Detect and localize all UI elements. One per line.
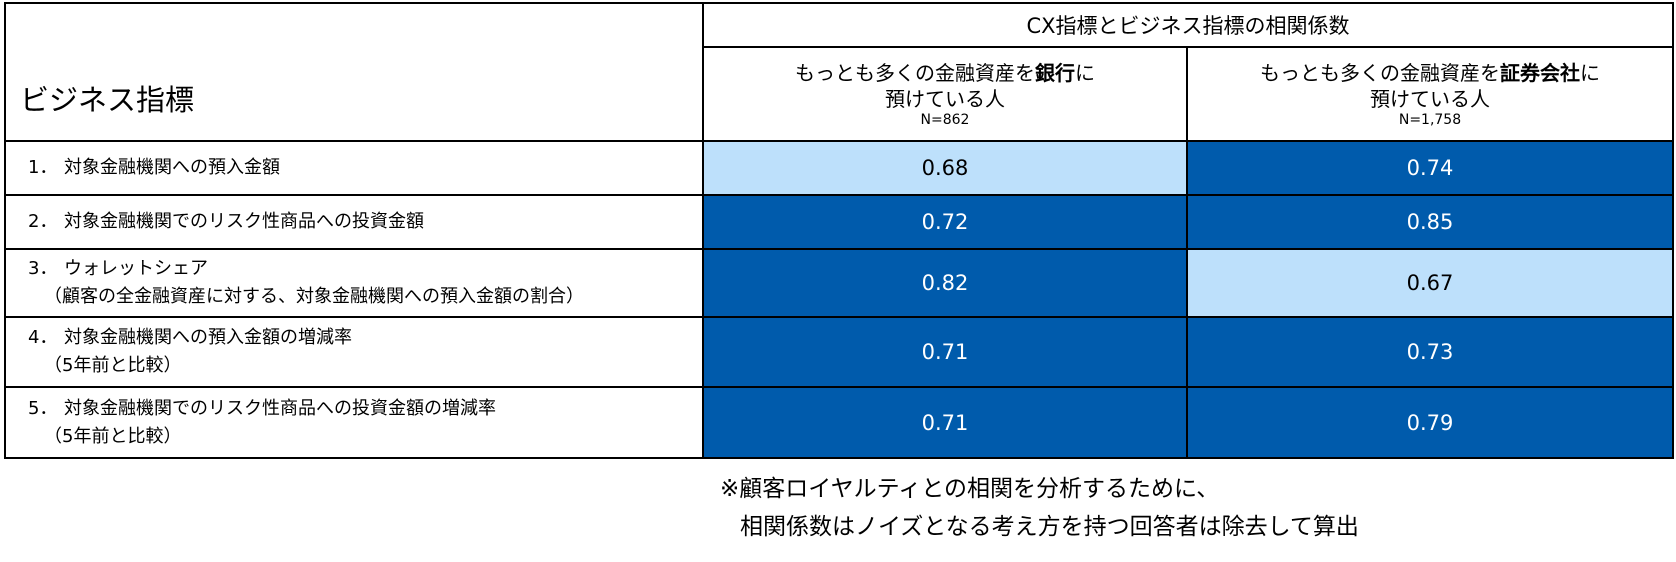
row-label-text: 対象金融機関でのリスク性商品への投資金額	[64, 211, 424, 232]
correlation-group-title: CX指標とビジネス指標の相関係数	[702, 2, 1674, 48]
securities-group-header: もっとも多くの金融資産を証券会社に 預けている人 N=1,758	[1186, 46, 1674, 142]
row-label: 4． 対象金融機関への預入金額の増減率 （5年前と比較）	[4, 316, 704, 388]
securities-value: 0.74	[1186, 140, 1674, 196]
row-number: 3．	[28, 258, 58, 279]
table-row: 2． 対象金融機関でのリスク性商品への投資金額 0.72 0.85	[4, 194, 1674, 250]
securities-value: 0.73	[1186, 316, 1674, 388]
row-label: 5． 対象金融機関でのリスク性商品への投資金額の増減率 （5年前と比較）	[4, 386, 704, 459]
row-number: 1．	[28, 157, 58, 178]
row-number: 5．	[28, 397, 58, 419]
row-label-text: 対象金融機関への預入金額	[64, 157, 280, 178]
business-indicator-header: ビジネス指標	[4, 2, 704, 142]
securities-group-suffix: に	[1580, 61, 1600, 85]
row-label: 3． ウォレットシェア （顧客の全金融資産に対する、対象金融機関への預入金額の割合…	[4, 248, 704, 318]
bank-group-bold: 銀行	[1035, 61, 1075, 85]
bank-group-suffix: に	[1075, 61, 1095, 85]
row-sublabel: （顧客の全金融資産に対する、対象金融機関への預入金額の割合）	[44, 286, 584, 307]
footnote-line-1: ※顧客ロイヤルティとの相関を分析するために、	[720, 476, 1220, 502]
bank-group-prefix: もっとも多くの金融資産を	[795, 61, 1035, 85]
row-number: 2．	[28, 211, 58, 232]
footnote: ※顧客ロイヤルティとの相関を分析するために、 相関係数はノイズとなる考え方を持つ…	[720, 470, 1359, 546]
table-row: 4． 対象金融機関への預入金額の増減率 （5年前と比較） 0.71 0.73	[4, 316, 1674, 388]
row-label: 1． 対象金融機関への預入金額	[4, 140, 704, 196]
securities-value: 0.79	[1186, 386, 1674, 459]
securities-group-n: N=1,758	[1398, 112, 1462, 128]
bank-group-line2: 預けている人	[885, 87, 1005, 111]
bank-value: 0.71	[702, 386, 1188, 459]
securities-value: 0.85	[1186, 194, 1674, 250]
bank-group-header: もっとも多くの金融資産を銀行に 預けている人 N=862	[702, 46, 1188, 142]
row-label: 2． 対象金融機関でのリスク性商品への投資金額	[4, 194, 704, 250]
securities-group-bold: 証券会社	[1500, 61, 1580, 85]
footnote-line-2: 相関係数はノイズとなる考え方を持つ回答者は除去して算出	[740, 514, 1359, 540]
table-row: 1． 対象金融機関への預入金額 0.68 0.74	[4, 140, 1674, 196]
row-sublabel: （5年前と比較）	[44, 425, 182, 447]
bank-value: 0.68	[702, 140, 1188, 196]
securities-group-line2: 預けている人	[1370, 87, 1490, 111]
row-label-text: ウォレットシェア	[64, 258, 208, 279]
bank-group-n: N=862	[920, 112, 970, 128]
bank-value: 0.82	[702, 248, 1188, 318]
row-number: 4．	[28, 327, 58, 348]
table-row: 3． ウォレットシェア （顧客の全金融資産に対する、対象金融機関への預入金額の割合…	[4, 248, 1674, 318]
row-label-text: 対象金融機関でのリスク性商品への投資金額の増減率	[64, 397, 496, 419]
correlation-table: ビジネス指標 CX指標とビジネス指標の相関係数 もっとも多くの金融資産を銀行に …	[4, 2, 1674, 459]
bank-value: 0.71	[702, 316, 1188, 388]
securities-value: 0.67	[1186, 248, 1674, 318]
bank-value: 0.72	[702, 194, 1188, 250]
row-label-text: 対象金融機関への預入金額の増減率	[64, 327, 352, 348]
row-sublabel: （5年前と比較）	[44, 355, 182, 376]
table-row: 5． 対象金融機関でのリスク性商品への投資金額の増減率 （5年前と比較） 0.71…	[4, 386, 1674, 459]
securities-group-prefix: もっとも多くの金融資産を	[1260, 61, 1500, 85]
